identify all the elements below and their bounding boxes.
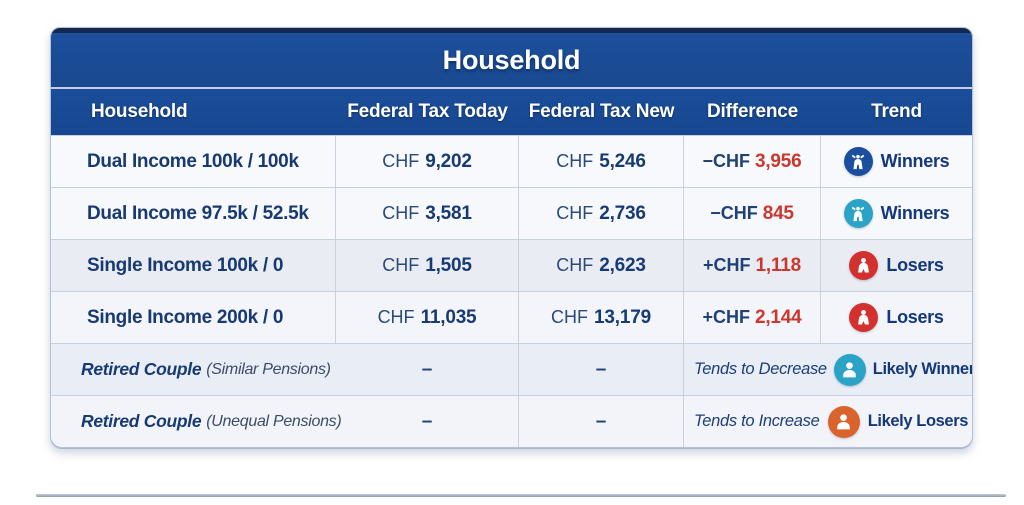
bottom-divider-line (36, 494, 1006, 497)
person-icon (833, 353, 866, 386)
currency-label: CHF (556, 151, 594, 171)
cell-federal-tax-today: CHF 1,505 (336, 240, 519, 291)
cell-difference: +CHF 1,118 (684, 240, 821, 291)
cell-federal-tax-new: CHF 2,623 (519, 240, 684, 291)
winner-icon (843, 147, 873, 176)
tax-new-value: 2,736 (599, 202, 646, 224)
trend-label: Winners (880, 151, 950, 171)
cell-difference-trend: Tends to Decrease Likely Winners (684, 344, 973, 395)
difference-sign: −CHF (710, 203, 758, 223)
trend-label: Winners (880, 203, 950, 223)
column-header-federal-tax-new: Federal Tax New (528, 101, 675, 122)
household-name: Retired Couple (81, 411, 202, 431)
cell-trend: Winners (821, 136, 972, 187)
tax-today-value: 1,505 (425, 254, 472, 276)
cell-household: Dual Income 100k / 100k (51, 136, 336, 187)
table-row: Single Income 200k / 0 CHF 11,035 CHF 13… (51, 291, 972, 343)
no-value-dash: – (595, 410, 607, 432)
no-value-dash: – (595, 358, 607, 380)
table-row: Single Income 100k / 0 CHF 1,505 CHF 2,6… (51, 239, 972, 291)
column-header-household: Household (91, 101, 188, 122)
difference-tendency: Tends to Decrease (694, 360, 827, 378)
difference-value: 845 (762, 202, 794, 224)
tax-new-value: 5,246 (599, 150, 646, 172)
winner-icon (843, 199, 873, 228)
person-icon (827, 405, 860, 438)
currency-label: CHF (382, 151, 420, 171)
trend-label: Likely Winners (872, 360, 973, 378)
table-row: Dual Income 100k / 100k CHF 9,202 CHF 5,… (51, 135, 972, 187)
cell-federal-tax-today: – (336, 396, 519, 447)
currency-label: CHF (556, 203, 594, 223)
trend-label: Losers (886, 307, 944, 327)
cell-federal-tax-today: CHF 9,202 (336, 136, 519, 187)
tax-today-value: 9,202 (425, 150, 472, 172)
tax-new-value: 13,179 (594, 306, 651, 328)
cell-trend: Winners (821, 188, 972, 239)
no-value-dash: – (421, 358, 433, 380)
cell-difference: −CHF 3,956 (684, 136, 821, 187)
currency-label: CHF (551, 307, 589, 327)
household-note: (Similar Pensions) (206, 360, 331, 378)
difference-value: 2,144 (754, 306, 802, 328)
table-top-edge (51, 28, 972, 33)
household-name: Retired Couple (81, 359, 202, 379)
cell-household: Retired Couple (Unequal Pensions) (51, 396, 342, 447)
trend-label: Likely Losers (867, 412, 969, 430)
cell-federal-tax-today: CHF 3,581 (336, 188, 519, 239)
column-header-federal-tax-today: Federal Tax Today (347, 101, 508, 122)
column-header-trend: Trend (871, 101, 922, 122)
difference-sign: −CHF (702, 151, 750, 171)
cell-household: Single Income 200k / 0 (51, 292, 336, 343)
tax-today-value: 3,581 (425, 202, 472, 224)
no-value-dash: – (421, 410, 433, 432)
currency-label: CHF (377, 307, 415, 327)
currency-label: CHF (382, 255, 420, 275)
cell-difference: +CHF 2,144 (684, 292, 821, 343)
loser-icon (849, 303, 879, 332)
difference-sign: +CHF (702, 307, 750, 327)
loser-icon (849, 251, 879, 280)
difference-sign: +CHF (702, 255, 751, 275)
cell-household: Retired Couple (Similar Pensions) (51, 344, 336, 395)
currency-label: CHF (382, 203, 420, 223)
cell-federal-tax-new: CHF 5,246 (519, 136, 684, 187)
cell-household: Dual Income 97.5k / 52.5k (51, 188, 336, 239)
cell-federal-tax-new: CHF 13,179 (519, 292, 684, 343)
table-title-bar: Household (51, 33, 972, 89)
currency-label: CHF (556, 255, 594, 275)
difference-value: 3,956 (754, 150, 802, 172)
cell-federal-tax-new: CHF 2,736 (519, 188, 684, 239)
trend-label: Losers (886, 255, 944, 275)
table-row: Retired Couple (Unequal Pensions) – – Te… (51, 395, 972, 447)
cell-federal-tax-today: CHF 11,035 (336, 292, 519, 343)
table-row: Retired Couple (Similar Pensions) – – Te… (51, 343, 972, 395)
household-note: (Unequal Pensions) (206, 412, 342, 430)
difference-tendency: Tends to Increase (694, 412, 820, 430)
cell-federal-tax-new: – (519, 344, 684, 395)
cell-difference: −CHF 845 (684, 188, 821, 239)
cell-trend: Losers (821, 292, 972, 343)
tax-today-value: 11,035 (420, 306, 477, 328)
household-tax-table: Household Household Federal Tax Today Fe… (50, 27, 973, 448)
tax-new-value: 2,623 (599, 254, 646, 276)
table-header-row: Household Federal Tax Today Federal Tax … (51, 89, 972, 135)
table-row: Dual Income 97.5k / 52.5k CHF 3,581 CHF … (51, 187, 972, 239)
cell-trend: Losers (821, 240, 972, 291)
table-title: Household (442, 44, 581, 75)
cell-federal-tax-today: – (336, 344, 519, 395)
cell-difference-trend: Tends to Increase Likely Losers (684, 396, 972, 447)
column-header-difference: Difference (707, 101, 798, 122)
difference-value: 1,118 (755, 254, 802, 276)
cell-federal-tax-new: – (519, 396, 684, 447)
cell-household: Single Income 100k / 0 (51, 240, 336, 291)
